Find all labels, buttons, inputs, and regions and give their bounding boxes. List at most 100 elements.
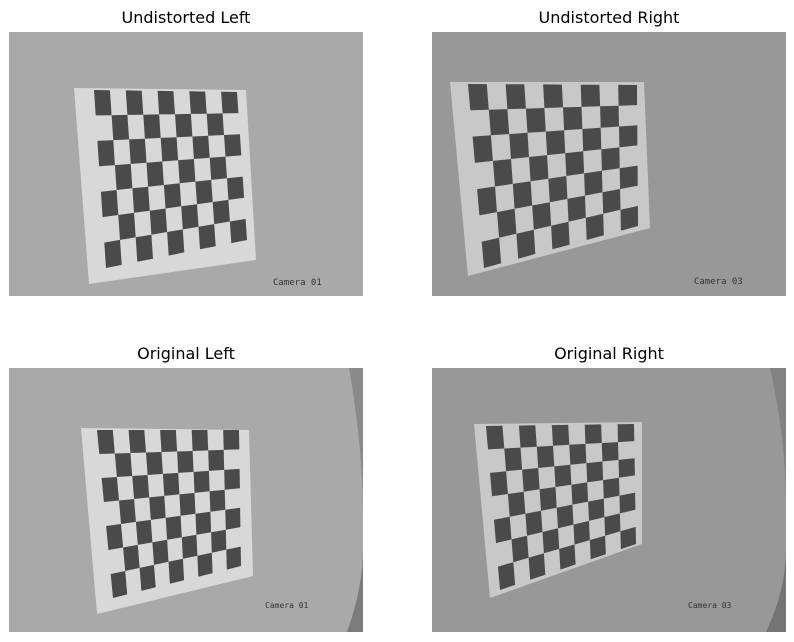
checker-square bbox=[97, 140, 115, 167]
checker-square bbox=[143, 114, 161, 139]
checker-square bbox=[226, 546, 241, 570]
checker-square bbox=[191, 430, 209, 451]
checker-square bbox=[165, 515, 182, 540]
checker-square bbox=[128, 430, 146, 453]
checker-square bbox=[198, 224, 216, 250]
checker-square bbox=[548, 176, 568, 203]
checker-square bbox=[132, 475, 150, 499]
checkerboard bbox=[94, 90, 247, 268]
undistorted-left-image: Camera 01 bbox=[9, 32, 363, 296]
checker-square bbox=[601, 442, 619, 462]
panel-original-left: Original Left Camera 01 bbox=[9, 344, 363, 632]
checker-square bbox=[229, 218, 247, 244]
checker-square bbox=[160, 137, 179, 162]
camera-label: Camera 03 bbox=[694, 277, 743, 287]
checker-square bbox=[225, 507, 241, 530]
checker-square bbox=[551, 424, 570, 446]
checkerboard bbox=[486, 424, 636, 590]
checker-square bbox=[177, 451, 194, 473]
checker-square bbox=[569, 443, 587, 465]
checker-square bbox=[195, 179, 213, 205]
checker-square bbox=[573, 520, 590, 545]
checker-square bbox=[516, 229, 536, 259]
checker-square bbox=[588, 498, 605, 521]
checker-square bbox=[227, 176, 245, 200]
checker-square bbox=[551, 221, 570, 250]
checker-square bbox=[603, 477, 620, 499]
checker-square bbox=[224, 134, 242, 157]
checker-square bbox=[209, 489, 226, 512]
checker-square bbox=[211, 529, 227, 553]
checker-square bbox=[149, 495, 166, 520]
camera-label: Camera 03 bbox=[688, 601, 732, 610]
checker-square bbox=[580, 84, 601, 107]
checker-square bbox=[586, 461, 604, 483]
checker-square bbox=[146, 161, 164, 187]
checker-square bbox=[167, 229, 185, 256]
checker-square bbox=[100, 190, 119, 218]
checker-square bbox=[114, 163, 133, 190]
checker-square bbox=[585, 213, 604, 240]
original-right-image: Camera 03 bbox=[432, 368, 786, 632]
checker-square bbox=[545, 130, 566, 156]
checker-square bbox=[135, 519, 153, 545]
panel-undistorted-right: Undistorted Right Camera 03 bbox=[432, 8, 786, 296]
checker-square bbox=[511, 535, 529, 563]
checker-square bbox=[181, 204, 199, 230]
checker-square bbox=[619, 165, 638, 189]
checker-square bbox=[197, 552, 213, 577]
checker-square bbox=[556, 504, 574, 529]
checker-square bbox=[135, 234, 153, 262]
panel-title: Original Right bbox=[554, 344, 664, 363]
checker-square bbox=[468, 84, 489, 111]
checker-square bbox=[163, 183, 182, 209]
checker-square bbox=[179, 492, 196, 516]
checker-square bbox=[542, 528, 560, 554]
checker-square bbox=[620, 526, 636, 550]
checker-square bbox=[582, 127, 602, 152]
checker-square bbox=[178, 159, 196, 184]
checker-square bbox=[152, 539, 169, 565]
checker-square bbox=[123, 544, 140, 571]
checker-square bbox=[619, 125, 638, 148]
panel-title: Undistorted Left bbox=[121, 8, 251, 27]
checker-square bbox=[481, 237, 502, 268]
checker-square bbox=[600, 105, 619, 128]
checker-square bbox=[472, 135, 493, 163]
checker-square bbox=[157, 90, 175, 115]
checker-square bbox=[504, 447, 523, 472]
checker-square bbox=[507, 491, 526, 517]
panel-undistorted-left: Undistorted Left Camera 01 bbox=[9, 8, 363, 296]
checker-square bbox=[532, 202, 552, 230]
checker-square bbox=[563, 106, 583, 131]
checker-square bbox=[101, 477, 119, 502]
undistorted-right-image: Camera 03 bbox=[432, 32, 786, 296]
checker-square bbox=[104, 239, 122, 268]
checker-square bbox=[543, 84, 563, 108]
checker-square bbox=[114, 453, 133, 477]
checker-square bbox=[618, 458, 635, 478]
camera-label: Camera 01 bbox=[273, 278, 322, 288]
checker-square bbox=[494, 516, 512, 544]
checker-square bbox=[223, 430, 240, 450]
checker-square bbox=[498, 562, 516, 590]
checker-square bbox=[111, 114, 130, 141]
checker-square bbox=[110, 571, 128, 598]
checker-square bbox=[129, 138, 147, 164]
checker-square bbox=[490, 471, 508, 497]
checker-square bbox=[512, 181, 533, 209]
checker-square bbox=[619, 492, 636, 514]
checker-square bbox=[106, 524, 124, 550]
checker-square bbox=[488, 109, 510, 136]
checker-square bbox=[97, 430, 115, 454]
checker-square bbox=[208, 449, 225, 471]
panel-title: Original Left bbox=[137, 344, 235, 363]
original-left-image: Camera 01 bbox=[9, 368, 363, 632]
checker-square bbox=[571, 482, 589, 505]
checker-square bbox=[193, 470, 210, 493]
checker-square bbox=[584, 170, 603, 196]
checkerboard bbox=[468, 84, 638, 268]
checker-square bbox=[94, 90, 112, 116]
checker-square bbox=[602, 189, 621, 214]
checker-square bbox=[477, 186, 497, 216]
